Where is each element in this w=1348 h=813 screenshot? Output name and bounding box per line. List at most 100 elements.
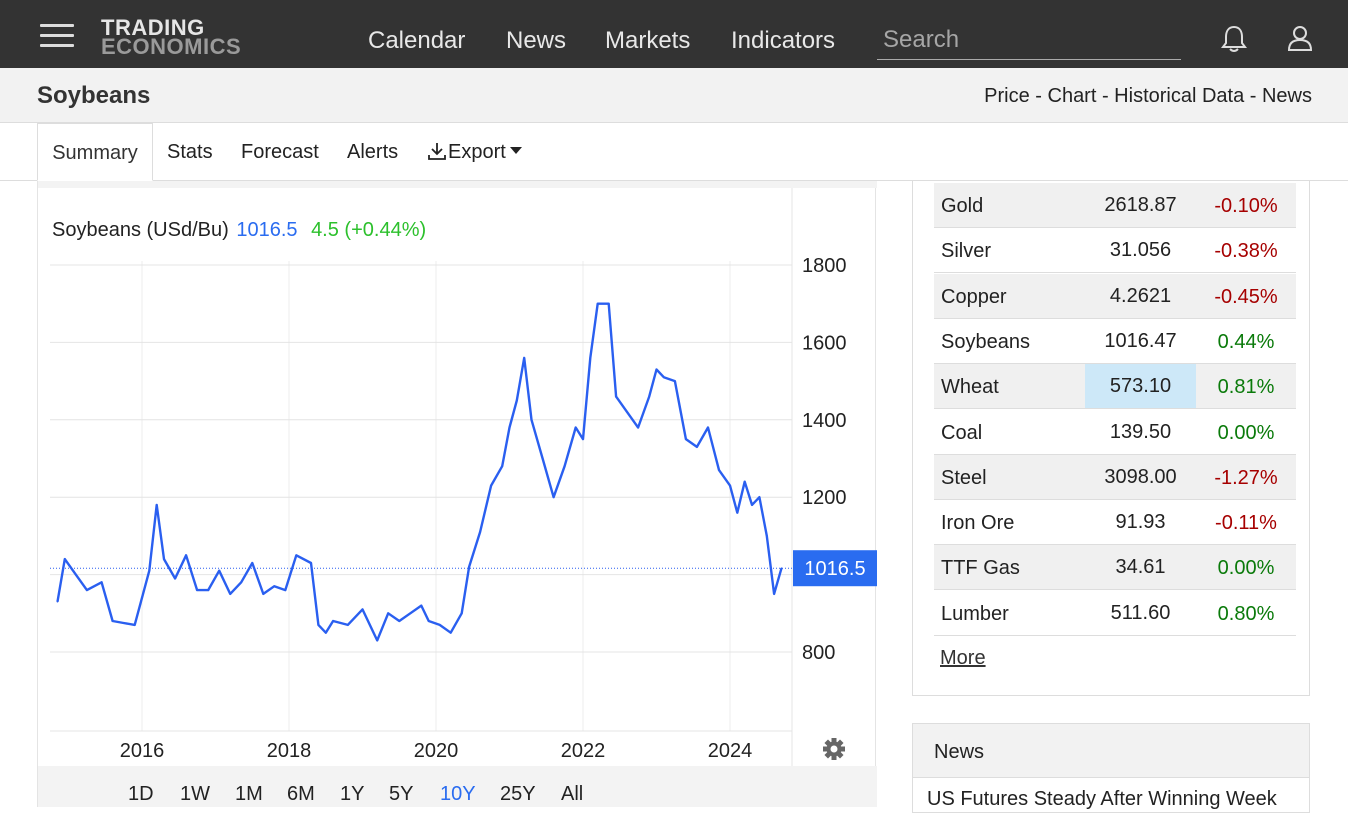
news-heading-label: News xyxy=(934,741,985,763)
range-25y[interactable]: 25Y xyxy=(500,783,536,805)
range-1d[interactable]: 1D xyxy=(128,783,154,805)
market-change: -0.45% xyxy=(1214,285,1278,308)
data-point xyxy=(530,419,533,421)
market-name[interactable]: Wheat xyxy=(941,376,999,399)
market-price: 2618.87 xyxy=(1104,194,1177,216)
data-point xyxy=(240,581,243,584)
market-change: -1.27% xyxy=(1214,466,1278,489)
market-row-wheat[interactable]: Wheat 573.10 0.81% xyxy=(934,364,1296,410)
market-row-steel[interactable]: Steel 3098.00 -1.27% xyxy=(934,454,1296,500)
market-name[interactable]: TTF Gas xyxy=(941,557,1020,580)
data-point xyxy=(589,357,592,359)
price-chart[interactable]: 800 1200 1400 1600 1800 2016 2018 2020 2022 2024 1… xyxy=(38,181,877,766)
chart-last-price: 1016.5 xyxy=(236,219,298,241)
market-row-ttf-gas[interactable]: TTF Gas 34.61 0.00% xyxy=(934,545,1296,591)
market-price: 91.93 xyxy=(1115,511,1166,534)
data-point xyxy=(155,504,158,506)
data-point xyxy=(516,399,518,402)
hamburger-icon[interactable] xyxy=(40,24,74,48)
market-name[interactable]: Steel xyxy=(941,466,987,489)
market-row-coal[interactable]: Coal 139.50 0.00% xyxy=(934,410,1296,455)
bell-icon[interactable] xyxy=(1220,24,1248,54)
market-row-iron-ore[interactable]: Iron Ore 91.93 -0.11% xyxy=(934,500,1296,546)
data-point xyxy=(324,631,327,634)
data-point xyxy=(64,558,66,560)
market-price: 3098.00 xyxy=(1104,465,1177,488)
market-name[interactable]: Soybeans xyxy=(941,330,1030,353)
data-point xyxy=(295,554,298,557)
y-tick-label: 800 xyxy=(802,642,835,664)
range-6m[interactable]: 6M xyxy=(287,783,315,805)
data-point xyxy=(468,566,470,568)
nav-indicators[interactable]: Indicators xyxy=(731,27,836,54)
market-name[interactable]: Copper xyxy=(941,285,1007,308)
more-link[interactable]: More xyxy=(940,647,986,669)
logo[interactable]: TRADING ECONOMICS xyxy=(101,17,241,58)
user-icon[interactable] xyxy=(1286,24,1314,54)
search-input[interactable] xyxy=(877,24,1181,56)
data-point xyxy=(648,395,650,398)
data-point xyxy=(196,589,198,591)
series-line-soybeans[interactable] xyxy=(56,302,783,642)
data-point xyxy=(765,535,768,537)
export-dropdown[interactable]: Export xyxy=(426,123,522,181)
market-name[interactable]: Coal xyxy=(941,421,983,444)
data-point xyxy=(361,608,364,611)
range-1m[interactable]: 1M xyxy=(235,783,263,805)
data-point xyxy=(398,620,401,622)
data-point xyxy=(262,593,265,595)
data-point xyxy=(637,426,639,429)
market-name[interactable]: Silver xyxy=(941,240,992,263)
data-point xyxy=(780,567,783,570)
nav-calendar[interactable]: Calendar xyxy=(368,27,466,54)
data-point xyxy=(449,631,452,634)
market-row-soybeans[interactable]: Soybeans 1016.47 0.44% xyxy=(934,319,1296,364)
tab-forecast[interactable]: Forecast xyxy=(241,141,319,163)
page-title: Soybeans xyxy=(37,82,151,109)
range-all[interactable]: All xyxy=(561,783,584,805)
market-name[interactable]: Iron Ore xyxy=(941,512,1015,535)
nav-news[interactable]: News xyxy=(506,27,567,54)
data-point xyxy=(707,426,709,429)
data-point xyxy=(207,589,209,591)
range-10y[interactable]: 10Y xyxy=(440,783,476,805)
y-tick-label: 1200 xyxy=(802,487,847,509)
data-point xyxy=(251,562,254,564)
breadcrumb-links[interactable]: Price - Chart - Historical Data - News xyxy=(984,85,1312,107)
market-name[interactable]: Gold xyxy=(941,195,984,217)
data-point xyxy=(736,511,739,514)
market-price: 4.2621 xyxy=(1109,284,1172,307)
gear-icon[interactable] xyxy=(823,738,845,760)
market-row-copper[interactable]: Copper 4.2621 -0.45% xyxy=(934,273,1296,319)
data-point xyxy=(490,484,492,487)
tab-stats[interactable]: Stats xyxy=(167,141,213,163)
last-value-tag-label: 1016.5 xyxy=(804,558,865,580)
market-row-silver[interactable]: Silver 31.056 -0.38% xyxy=(934,228,1296,274)
x-tick-label: 2024 xyxy=(708,740,753,762)
news-item[interactable]: US Futures Steady After Winning Week xyxy=(927,788,1277,810)
nav-markets[interactable]: Markets xyxy=(605,27,691,54)
market-name[interactable]: Lumber xyxy=(941,602,1009,625)
data-point xyxy=(563,465,566,468)
data-point xyxy=(376,639,379,642)
market-change: -0.38% xyxy=(1214,240,1278,263)
market-row-lumber[interactable]: Lumber 511.60 0.80% xyxy=(934,591,1296,636)
data-point xyxy=(56,600,59,603)
data-point xyxy=(574,426,577,429)
range-1y[interactable]: 1Y xyxy=(340,783,365,805)
range-1w[interactable]: 1W xyxy=(180,783,210,805)
tab-alerts[interactable]: Alerts xyxy=(347,141,399,163)
market-price: 34.61 xyxy=(1115,556,1166,579)
data-point xyxy=(111,620,114,622)
x-tick-label: 2018 xyxy=(267,740,312,762)
market-change: 0.81% xyxy=(1217,376,1275,399)
chart-panel: Soybeans (USd/Bu) 1016.5 4.5 (+0.44%) 80… xyxy=(37,181,877,807)
tab-summary[interactable]: Summary xyxy=(37,123,153,181)
top-navbar: TRADING ECONOMICS Calendar News Markets … xyxy=(0,0,1348,68)
title-bar: Soybeans Price - Chart - Historical Data… xyxy=(0,68,1348,123)
market-row-gold[interactable]: Gold 2618.87 -0.10% xyxy=(934,183,1296,228)
data-point xyxy=(387,612,390,615)
data-point xyxy=(427,620,430,622)
range-5y[interactable]: 5Y xyxy=(389,783,414,805)
data-point xyxy=(185,554,187,557)
